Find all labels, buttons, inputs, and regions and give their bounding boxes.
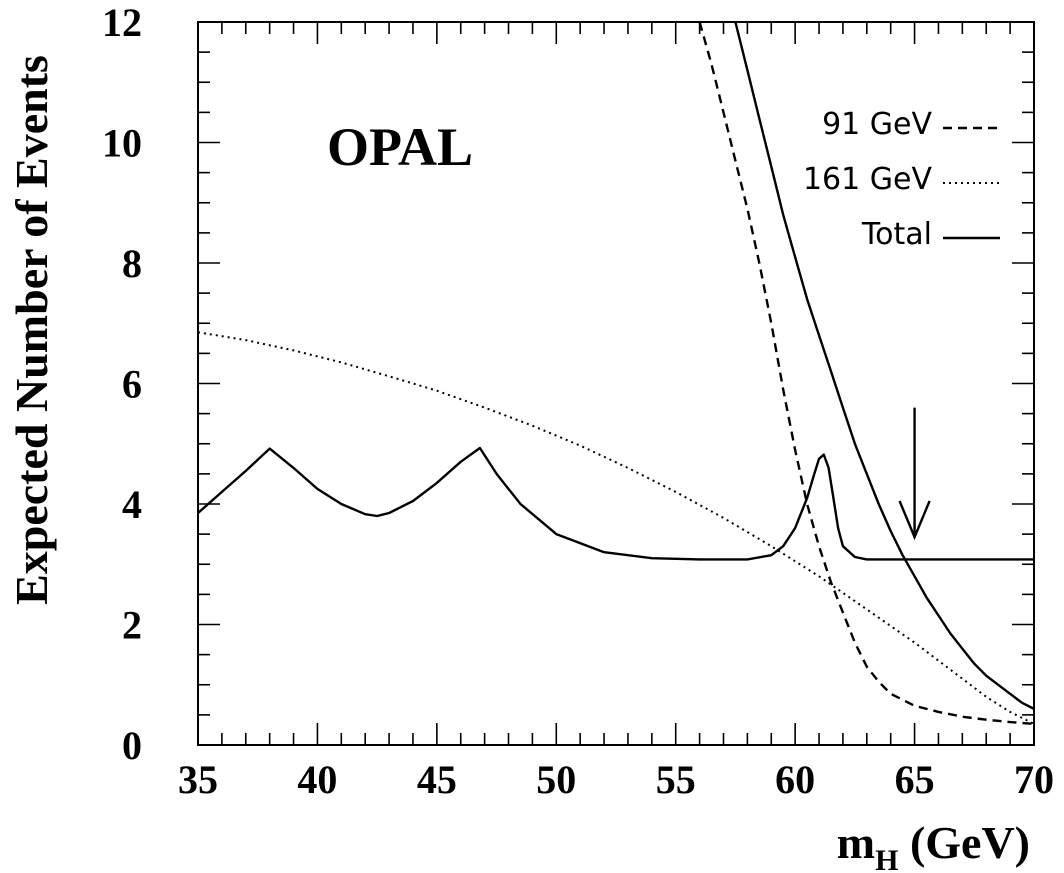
limit-arrow-head xyxy=(898,500,931,541)
y-tick-label: 6 xyxy=(122,362,142,407)
y-tick-label: 0 xyxy=(122,723,142,768)
x-tick-label: 60 xyxy=(775,757,815,802)
legend-label: 161 GeV xyxy=(803,162,933,197)
labels-layer: 35 40 45 50 55 60 65 70 0 2 4 6 8 10 12 xyxy=(102,0,1054,802)
series-line-161-gev xyxy=(198,331,1034,725)
y-axis-title: Expected Number of Events xyxy=(6,55,57,605)
y-tick-label: 2 xyxy=(122,603,142,648)
ticks-layer xyxy=(197,21,1035,746)
series-layer xyxy=(198,22,1034,726)
x-tick-label: 55 xyxy=(656,757,696,802)
y-tick-label: 4 xyxy=(122,482,142,527)
series-line-total xyxy=(734,22,1034,710)
x-tick-label: 70 xyxy=(1014,757,1054,802)
x-axis-title: mH (GeV) xyxy=(837,817,1030,873)
x-tick-label: 65 xyxy=(895,757,935,802)
legend-label: 91 GeV xyxy=(822,107,932,142)
x-axis-title-sub: H xyxy=(875,844,898,873)
y-tick-label: 10 xyxy=(102,121,142,166)
y-tick-label: 12 xyxy=(102,0,142,45)
series-line-exclusion-3 xyxy=(198,446,1034,561)
x-axis-title-unit: (GeV) xyxy=(898,817,1030,868)
y-tick-label: 8 xyxy=(122,241,142,286)
plot-frame xyxy=(197,21,1035,746)
x-tick-label: 40 xyxy=(297,757,337,802)
x-tick-label: 35 xyxy=(178,757,218,802)
opal-annotation: OPAL xyxy=(327,117,473,177)
x-tick-label: 45 xyxy=(417,757,457,802)
series-line-91-gev xyxy=(698,22,1034,726)
legend: 91 GeV 161 GeV Total xyxy=(803,107,1000,252)
x-axis-title-main: m xyxy=(837,817,875,868)
arrow-layer xyxy=(898,407,931,541)
legend-label: Total xyxy=(861,217,932,252)
x-tick-label: 50 xyxy=(536,757,576,802)
